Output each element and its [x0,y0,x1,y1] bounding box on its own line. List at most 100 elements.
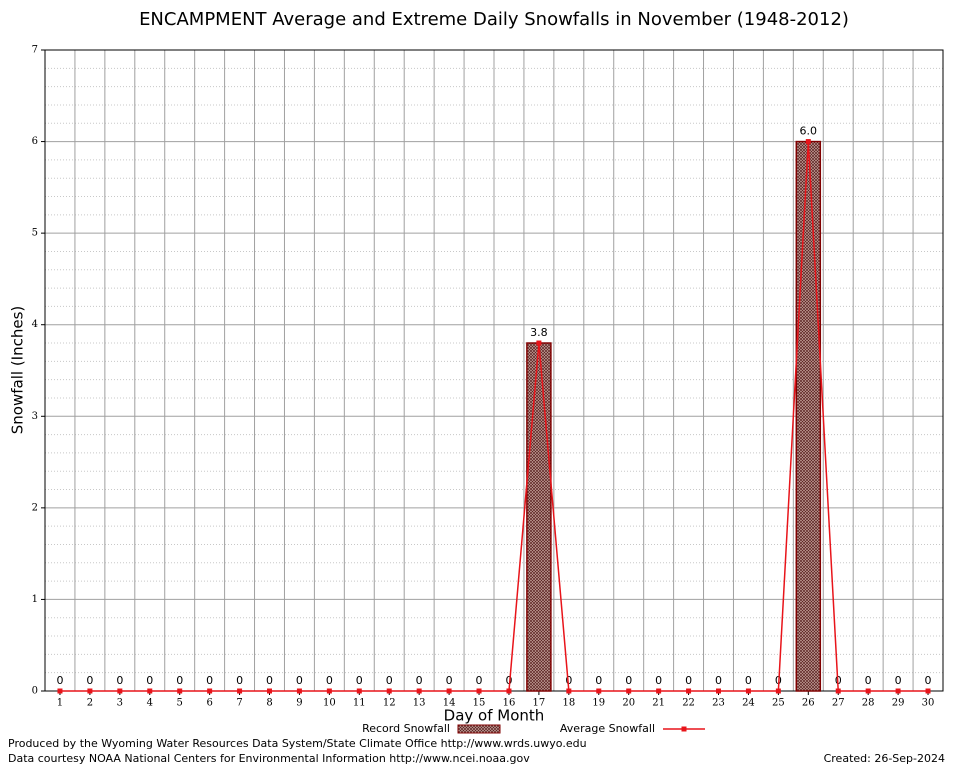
data-label: 0 [745,674,752,687]
x-tick-label: 8 [266,698,272,709]
line-marker [865,688,871,694]
y-tick-label: 0 [32,686,38,697]
line-marker [147,688,153,694]
x-tick-label: 10 [323,698,336,709]
x-tick-label: 30 [922,698,935,709]
legend-label: Record Snowfall [362,722,450,735]
line [59,141,929,692]
line-marker [296,688,302,694]
line-marker [476,688,482,694]
line-marker [775,688,781,694]
x-tick-label: 20 [622,698,635,709]
line-marker [686,688,692,694]
x-tick-label: 2 [87,698,93,709]
data-label: 0 [176,674,183,687]
data-label: 0 [326,674,333,687]
data-label: 0 [236,674,243,687]
x-tick-label: 16 [503,698,516,709]
data-label: 0 [715,674,722,687]
y-tick-label: 1 [32,594,38,605]
line-marker [117,688,123,694]
line-marker [596,688,602,694]
line-marker [895,688,901,694]
created-date: Created: 26-Sep-2024 [824,752,945,765]
line-marker [805,139,811,145]
line-marker [57,688,63,694]
legend-swatch [457,724,501,734]
data-label: 0 [86,674,93,687]
legend-marker [681,726,687,732]
data-label: 0 [895,674,902,687]
data-label: 0 [505,674,512,687]
data-label: 0 [356,674,363,687]
x-tick-label: 25 [772,698,785,709]
data-label: 0 [476,674,483,687]
data-label: 3.8 [530,326,548,339]
line-marker [716,688,721,694]
data-label: 0 [565,674,572,687]
line-marker [656,688,662,694]
y-tick-label: 6 [32,136,38,147]
data-label: 0 [116,674,123,687]
bar [795,140,822,692]
y-tick-label: 5 [32,228,38,239]
x-axis-label: Day of Month [444,707,545,725]
data-label: 0 [146,674,153,687]
line-marker [835,688,841,694]
line-marker [267,688,272,694]
x-tick-label: 9 [296,698,302,709]
line-marker [356,688,362,694]
data-label: 0 [296,674,303,687]
x-tick-label: 1 [57,698,63,709]
x-tick-label: 18 [562,698,575,709]
data-label: 0 [56,674,63,687]
x-tick-label: 5 [177,698,183,709]
x-tick-label: 26 [802,698,815,709]
line-marker [506,688,512,694]
x-tick-label: 11 [353,698,366,709]
footer-line: Produced by the Wyoming Water Resources … [8,737,587,750]
line-marker [177,688,183,694]
line-marker [745,688,751,694]
y-tick-label: 7 [32,45,38,56]
data-label: 0 [446,674,453,687]
y-tick-label: 3 [32,411,38,422]
line-marker [326,688,332,694]
data-label: 0 [925,674,932,687]
line-marker [87,688,93,694]
x-tick-label: 24 [742,698,755,709]
x-tick-label: 22 [682,698,695,709]
line-marker [207,688,213,694]
y-tick-label: 2 [32,502,38,513]
data-label: 0 [266,674,273,687]
legend-label: Average Snowfall [560,722,655,735]
data-label: 6.0 [800,125,818,138]
line-marker [536,340,542,346]
y-tick-label: 4 [32,319,38,330]
y-axis-label: Snowfall (Inches) [9,306,27,434]
x-tick-label: 13 [413,698,426,709]
footer-line: Data courtesy NOAA National Centers for … [8,752,530,765]
data-label: 0 [416,674,423,687]
x-tick-label: 4 [147,698,153,709]
data-label: 0 [595,674,602,687]
data-label: 0 [655,674,662,687]
line-marker [237,688,243,694]
x-tick-label: 27 [832,698,845,709]
line-marker [566,688,572,694]
data-label: 0 [386,674,393,687]
data-label: 0 [865,674,872,687]
x-tick-label: 21 [652,698,665,709]
line-marker [925,688,931,694]
x-tick-label: 17 [533,698,546,709]
line-marker [386,688,392,694]
line-marker [416,688,422,694]
x-tick-label: 23 [712,698,725,709]
x-tick-label: 19 [592,698,605,709]
line-marker [626,688,632,694]
x-tick-label: 28 [862,698,875,709]
data-label: 0 [206,674,213,687]
x-tick-label: 6 [206,698,212,709]
x-tick-label: 3 [117,698,123,709]
